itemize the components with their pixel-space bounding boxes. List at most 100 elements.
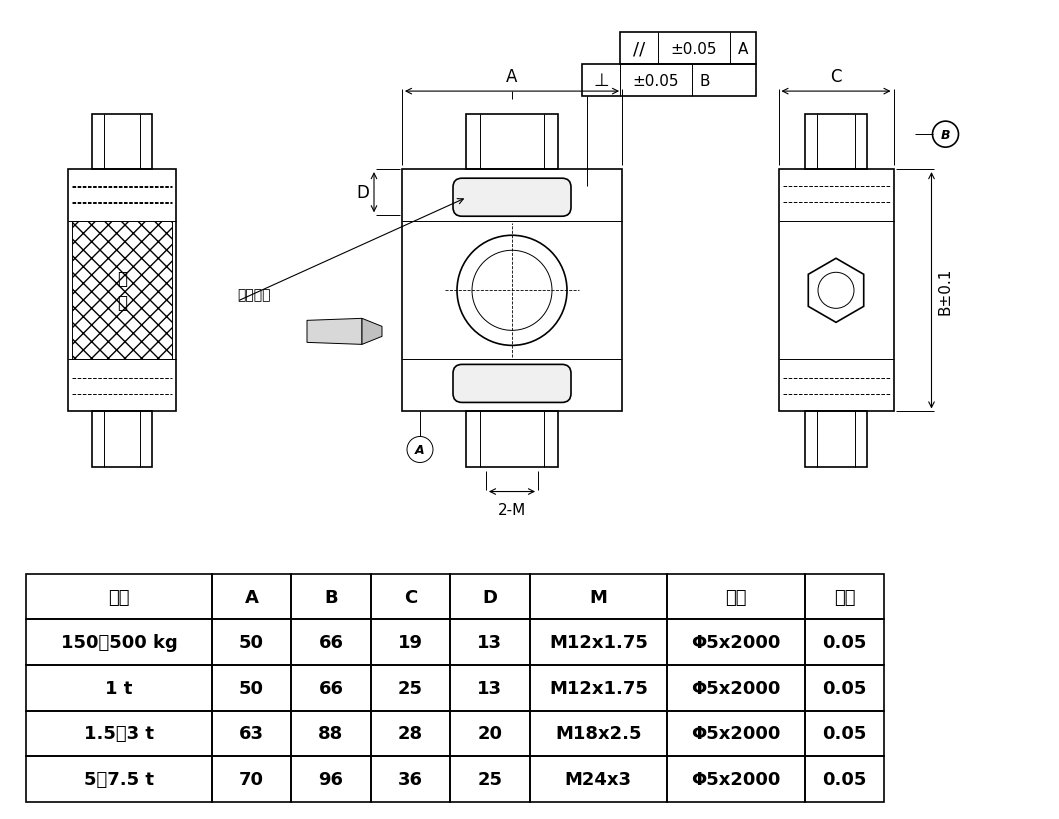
Bar [371,665,450,711]
Bar [667,711,805,756]
Bar [530,665,667,711]
Text: D: D [482,588,498,606]
Bar [291,665,371,711]
Text: 13: 13 [478,679,502,697]
Text: 25: 25 [398,679,423,697]
Text: 88: 88 [319,725,343,743]
Text: ±0.05: ±0.05 [632,74,679,88]
Text: ±0.05: ±0.05 [670,42,717,57]
Bar [212,665,291,711]
Text: 1 t: 1 t [106,679,132,697]
Text: 25: 25 [478,770,502,788]
Bar [92,115,152,170]
Bar [450,620,530,665]
Text: Φ5x2000: Φ5x2000 [692,633,780,651]
Bar [68,170,176,412]
Bar [371,574,450,620]
Bar [805,711,884,756]
Bar [26,620,212,665]
Bar [291,711,371,756]
Bar [371,711,450,756]
Text: 70: 70 [239,770,264,788]
Text: M12x1.75: M12x1.75 [549,633,648,651]
Bar [620,33,756,65]
Text: A: A [415,443,425,456]
Bar [530,574,667,620]
Bar [291,620,371,665]
Text: B±0.1: B±0.1 [937,267,952,314]
Bar [212,756,291,802]
Text: 96: 96 [319,770,343,788]
Text: 66: 66 [319,679,343,697]
Text: Φ5x2000: Φ5x2000 [692,770,780,788]
Bar [212,711,291,756]
Bar [291,756,371,802]
Bar [530,711,667,756]
Text: C: C [830,68,842,86]
Bar [805,574,884,620]
Bar [26,756,212,802]
Text: C: C [403,588,417,606]
Text: B: B [324,588,338,606]
Bar [466,115,558,170]
Text: Φ5x2000: Φ5x2000 [692,725,780,743]
Text: 28: 28 [398,725,423,743]
Bar [26,665,212,711]
Bar [212,620,291,665]
Bar [805,756,884,802]
Text: M18x2.5: M18x2.5 [555,725,642,743]
Text: 5～7.5 t: 5～7.5 t [84,770,155,788]
Text: M: M [590,588,607,606]
Text: A: A [506,68,518,86]
Bar [26,574,212,620]
Bar [450,574,530,620]
Text: 0.05: 0.05 [823,770,866,788]
Bar [667,620,805,665]
Polygon shape [307,319,362,345]
Bar [291,574,371,620]
Bar [805,620,884,665]
Text: 19: 19 [398,633,423,651]
Text: 柒: 柒 [116,294,127,312]
Bar [212,574,291,620]
Bar [450,665,530,711]
Bar [778,170,894,412]
Text: 0.05: 0.05 [823,679,866,697]
Text: 线长: 线长 [725,588,747,606]
Bar [450,756,530,802]
Text: 50: 50 [239,679,264,697]
Bar [371,620,450,665]
Text: 0.05: 0.05 [823,725,866,743]
Bar [667,574,805,620]
Bar [26,711,212,756]
Text: 2-M: 2-M [498,502,526,517]
Text: A: A [738,42,749,57]
Text: 精度: 精度 [833,588,856,606]
Bar [92,412,152,467]
Bar [805,665,884,711]
Text: M12x1.75: M12x1.75 [549,679,648,697]
Text: //: // [633,40,645,58]
Text: 66: 66 [319,633,343,651]
FancyBboxPatch shape [453,365,571,403]
Bar [530,620,667,665]
Bar [667,665,805,711]
Polygon shape [362,319,382,345]
Text: 0.05: 0.05 [823,633,866,651]
Text: M24x3: M24x3 [564,770,632,788]
Bar [371,756,450,802]
Bar [805,115,867,170]
FancyBboxPatch shape [453,179,571,217]
Bar [530,756,667,802]
Bar [402,170,622,412]
Bar [466,412,558,467]
Bar [667,756,805,802]
Bar [72,222,172,360]
Text: 1.5～3 t: 1.5～3 t [84,725,155,743]
Text: B: B [940,129,950,142]
Text: ⊥: ⊥ [593,72,609,90]
Text: 150～500 kg: 150～500 kg [60,633,178,651]
Text: A: A [245,588,258,606]
Text: D: D [356,184,369,202]
Bar [805,412,867,467]
